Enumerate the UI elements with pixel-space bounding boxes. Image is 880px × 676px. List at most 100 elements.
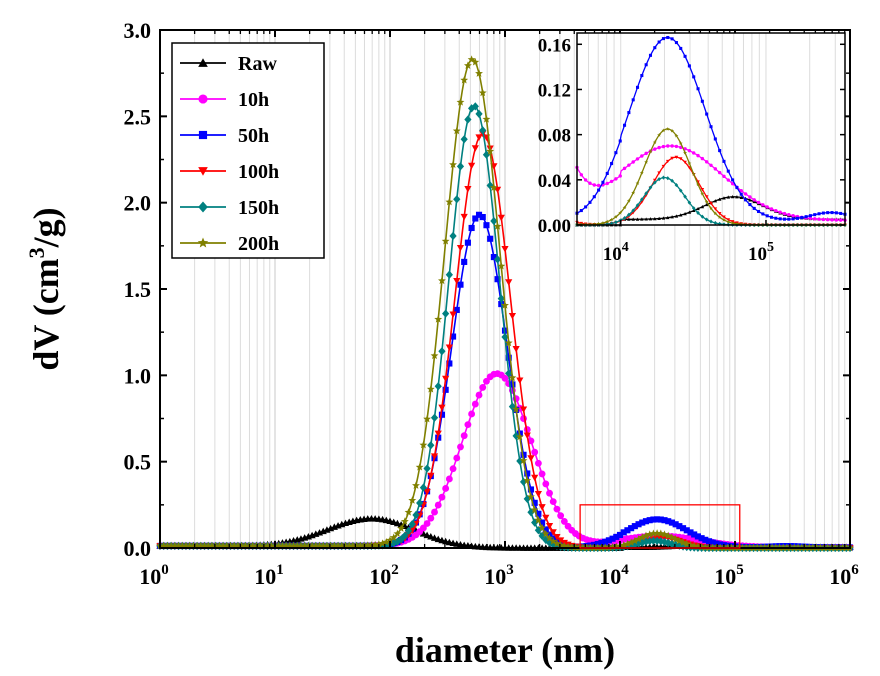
- data-point-50h: [702, 536, 709, 543]
- data-point-50h: [535, 510, 542, 517]
- inset-data-point-150h: [635, 203, 640, 208]
- data-point-100h: [460, 213, 468, 221]
- inset-data-point-50h: [597, 188, 601, 192]
- inset-data-point-150h: [678, 188, 683, 193]
- data-point-100h: [523, 432, 531, 439]
- data-point-150h: [490, 216, 498, 226]
- data-point-200h: [630, 536, 639, 545]
- x-tick-base: 10: [829, 564, 851, 589]
- inset-data-point-50h: [765, 214, 769, 218]
- inset-data-point-200h: [665, 126, 670, 131]
- inset-data-point-200h: [661, 128, 666, 133]
- data-point-10h: [549, 498, 557, 506]
- data-point-200h: [167, 541, 176, 550]
- inset-data-point-50h: [821, 211, 825, 215]
- data-point-50h: [657, 516, 664, 523]
- inset-data-point-50h: [774, 216, 778, 220]
- data-point-50h: [705, 538, 713, 545]
- data-point-200h: [233, 541, 242, 550]
- data-point-200h: [634, 535, 643, 543]
- data-point-100h: [423, 488, 431, 496]
- inset-data-point-Raw: [683, 212, 687, 216]
- data-point-200h: [163, 541, 172, 550]
- y-tick-label: 3.0: [124, 18, 152, 43]
- data-point-50h: [713, 540, 720, 547]
- data-point-100h: [493, 186, 502, 194]
- legend-label: 200h: [238, 233, 279, 255]
- zoom-rectangle: [579, 504, 741, 549]
- inset-x-tick-base: 10: [603, 244, 622, 265]
- inset-data-point-10h: [761, 203, 765, 207]
- data-point-200h: [690, 541, 699, 550]
- data-point-200h: [248, 541, 257, 550]
- data-point-100h: [508, 312, 517, 320]
- inset-data-point-10h: [817, 217, 821, 221]
- data-point-50h: [680, 525, 687, 532]
- data-point-200h: [452, 126, 461, 135]
- data-point-200h: [515, 432, 524, 441]
- data-point-100h: [545, 522, 554, 530]
- data-point-50h: [613, 533, 620, 540]
- data-point-50h: [628, 525, 635, 532]
- data-point-10h: [479, 384, 487, 391]
- data-point-200h: [534, 515, 543, 524]
- data-point-200h: [282, 541, 291, 550]
- inset-data-point-200h: [618, 210, 623, 215]
- data-point-100h: [501, 246, 509, 253]
- inset-data-point-100h: [713, 207, 718, 211]
- legend-label: Raw: [238, 53, 277, 75]
- inset-data-point-200h: [709, 206, 713, 210]
- inset-data-point-Raw: [704, 202, 709, 207]
- data-point-200h: [208, 541, 216, 550]
- data-point-200h: [627, 538, 636, 546]
- data-point-Raw: [419, 530, 427, 537]
- inset-data-point-100h: [678, 157, 683, 161]
- legend-swatch-marker: [198, 94, 208, 104]
- data-point-200h: [219, 541, 227, 550]
- data-point-10h: [546, 489, 553, 497]
- data-point-200h: [382, 538, 391, 546]
- inset-data-point-Raw: [665, 215, 670, 220]
- inset-data-point-10h: [657, 145, 661, 150]
- data-point-200h: [367, 541, 376, 549]
- data-point-50h: [624, 527, 631, 534]
- data-point-200h: [619, 541, 628, 549]
- inset-data-point-10h: [627, 163, 631, 167]
- data-point-200h: [649, 529, 658, 537]
- inset-data-point-50h: [817, 212, 821, 216]
- data-point-50h: [672, 521, 679, 528]
- x-tick-base: 10: [139, 564, 161, 589]
- data-point-150h: [534, 526, 542, 535]
- data-point-50h: [531, 499, 538, 506]
- data-point-50h: [620, 529, 627, 536]
- inset-data-point-200h: [609, 217, 614, 222]
- data-point-200h: [348, 541, 357, 550]
- data-point-150h: [412, 510, 420, 520]
- inset-data-point-10h: [605, 181, 609, 186]
- inset-y-tick-label: 0.12: [538, 80, 571, 101]
- data-point-100h: [531, 474, 539, 482]
- inset-data-point-50h: [584, 205, 588, 209]
- inset-data-point-10h: [674, 144, 679, 149]
- inset-data-point-50h: [826, 211, 830, 215]
- x-tick-exponent: 1: [276, 562, 284, 578]
- data-point-150h: [442, 309, 450, 318]
- inset-data-point-Raw: [648, 217, 653, 221]
- data-point-100h: [430, 453, 439, 460]
- data-point-100h: [505, 279, 513, 286]
- data-point-200h: [645, 530, 654, 538]
- data-point-200h: [237, 541, 246, 550]
- inset-data-point-150h: [657, 177, 661, 182]
- legend-swatch-marker: [198, 201, 208, 213]
- inset-data-point-10h: [696, 153, 700, 158]
- data-point-50h: [438, 411, 445, 418]
- inset-data-point-Raw: [691, 208, 696, 213]
- data-point-200h: [300, 541, 309, 550]
- data-point-200h: [556, 540, 565, 549]
- data-point-50h: [542, 526, 549, 533]
- data-point-200h: [679, 538, 687, 546]
- inset-data-point-Raw: [717, 197, 722, 201]
- inset-data-point-50h: [687, 64, 691, 68]
- inset-data-point-200h: [683, 150, 688, 155]
- x-axis-title: diameter (nm): [395, 630, 615, 670]
